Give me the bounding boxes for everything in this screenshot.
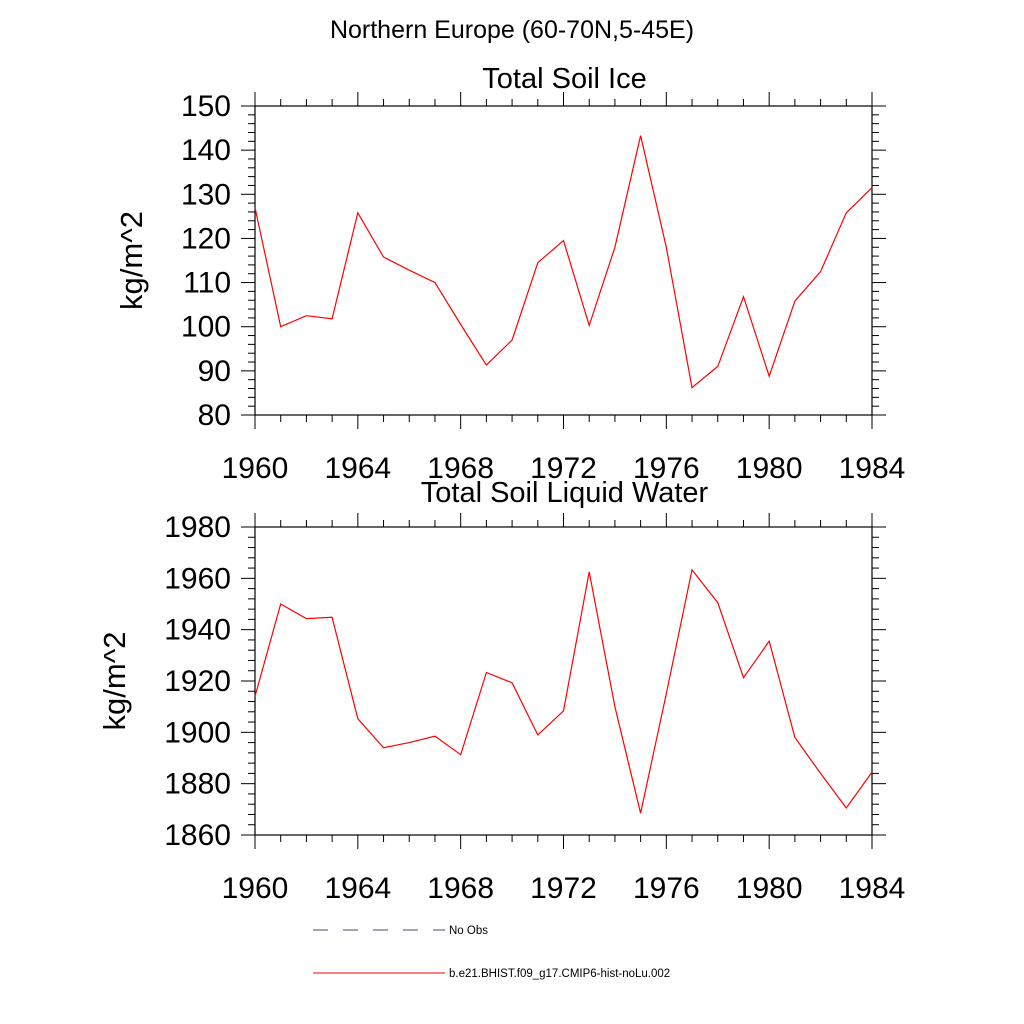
y-tick-label: 1940 bbox=[164, 614, 231, 647]
y-tick-label: 140 bbox=[181, 134, 231, 167]
x-tick-label: 1972 bbox=[530, 452, 597, 485]
x-tick-label: 1964 bbox=[324, 452, 391, 485]
legend: No Obs b.e21.BHIST.f09_g17.CMIP6-hist-noL… bbox=[313, 925, 670, 980]
figure-title: Northern Europe (60-70N,5-45E) bbox=[329, 16, 695, 44]
y-tick-label: 80 bbox=[198, 399, 231, 432]
panel-total-soil-liquid-water: Total Soil Liquid Water kg/m^2 1960 1964 196… bbox=[97, 477, 905, 905]
y-tick-label: 1960 bbox=[164, 562, 231, 595]
panel-total-soil-ice: Total Soil Ice kg/m^2 1960 1964 1968 1972 1976… bbox=[114, 63, 905, 485]
x-tick-label: 1960 bbox=[222, 452, 289, 485]
y-tick-label: 1860 bbox=[164, 819, 231, 852]
x-tick-label: 1984 bbox=[839, 452, 906, 485]
y-tick-label: 120 bbox=[181, 222, 231, 255]
x-tick-label: 1972 bbox=[530, 872, 597, 905]
y-axis-label: kg/m^2 bbox=[114, 211, 149, 310]
x-tick-label: 1980 bbox=[736, 872, 803, 905]
y-tick-label: 150 bbox=[181, 90, 231, 123]
y-tick-label: 110 bbox=[183, 267, 231, 300]
y-tick-label: 1880 bbox=[164, 768, 231, 801]
y-tick-label: 1900 bbox=[164, 716, 231, 749]
y-tick-label: 130 bbox=[181, 178, 231, 211]
y-tick-label: 100 bbox=[181, 311, 231, 344]
x-tick-label: 1976 bbox=[633, 452, 700, 485]
x-tick-label: 1984 bbox=[839, 872, 906, 905]
legend-label: No Obs bbox=[449, 925, 488, 937]
y-tick-label: 1980 bbox=[164, 511, 231, 544]
x-tick-label: 1960 bbox=[222, 872, 289, 905]
x-tick-label: 1976 bbox=[633, 872, 700, 905]
series-line bbox=[254, 135, 873, 389]
chart-title: Total Soil Ice bbox=[482, 63, 646, 95]
x-tick-label: 1968 bbox=[427, 452, 494, 485]
x-tick-label: 1964 bbox=[324, 872, 391, 905]
x-tick-label: 1980 bbox=[736, 452, 803, 485]
y-tick-label: 90 bbox=[198, 355, 231, 388]
legend-label: b.e21.BHIST.f09_g17.CMIP6-hist-noLu.002 bbox=[449, 968, 670, 980]
y-axis-label: kg/m^2 bbox=[97, 632, 132, 731]
plot-frame bbox=[254, 105, 873, 416]
x-tick-label: 1968 bbox=[427, 872, 494, 905]
chart-title: Total Soil Liquid Water bbox=[421, 477, 709, 509]
series-line bbox=[254, 568, 873, 814]
y-tick-label: 1920 bbox=[164, 665, 231, 698]
